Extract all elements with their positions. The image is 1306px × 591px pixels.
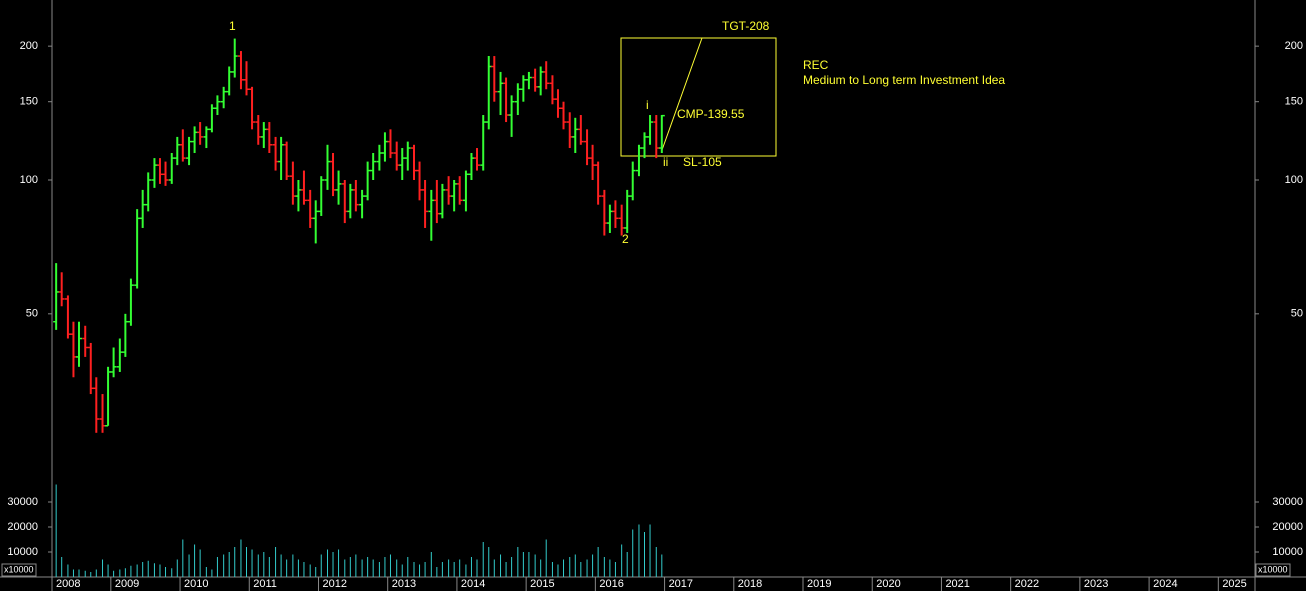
volume-tick-label: 10000 [1272, 546, 1303, 558]
unit-box [1, 563, 37, 577]
title: REC [803, 58, 829, 72]
projection-line [661, 37, 703, 151]
x-tick-label: 2011 [253, 578, 277, 590]
unit-box [1255, 563, 1291, 577]
y2-tick-label: 150 [1285, 96, 1303, 108]
target-box [620, 37, 777, 157]
annotation: ii [663, 155, 668, 169]
y2-tick-label: 200 [1285, 40, 1303, 52]
x-tick-label: 2010 [184, 578, 208, 590]
x-tick-label: 2013 [392, 578, 416, 590]
x-tick-label: 2016 [599, 578, 623, 590]
y-tick-label: 150 [20, 96, 38, 108]
subtitle: Medium to Long term Investment Idea [803, 73, 1005, 87]
x-tick-label: 2012 [322, 578, 346, 590]
x-tick-label: 2009 [115, 578, 139, 590]
volume-tick-label: 10000 [7, 546, 38, 558]
y-tick-label: 100 [20, 174, 38, 186]
x-tick-label: 2015 [530, 578, 554, 590]
y2-tick-label: 100 [1285, 174, 1303, 186]
x-tick-label: 2019 [807, 578, 831, 590]
x-tick-label: 2023 [1084, 578, 1108, 590]
x-tick-label: 2017 [669, 578, 693, 590]
x-tick-label: 2021 [945, 578, 969, 590]
x-tick-label: 2014 [461, 578, 485, 590]
x-tick-label: 2022 [1015, 578, 1039, 590]
annotation: 1 [229, 19, 236, 33]
x-tick-label: 2020 [876, 578, 900, 590]
volume-tick-label: 30000 [1272, 496, 1303, 508]
x-tick-label: 2024 [1153, 578, 1177, 590]
x-tick-label: 2018 [738, 578, 762, 590]
annotation: SL-105 [683, 155, 722, 169]
y2-tick-label: 50 [1291, 308, 1303, 320]
volume-unit: x10000 [4, 564, 34, 574]
annotation: i [646, 98, 649, 112]
annotation: TGT-208 [722, 19, 770, 33]
x-tick-label: 2008 [56, 578, 80, 590]
y-tick-label: 200 [20, 40, 38, 52]
volume-tick-label: 30000 [7, 496, 38, 508]
volume-tick-label: 20000 [7, 521, 38, 533]
annotation: CMP-139.55 [677, 107, 745, 121]
annotation: 2 [622, 232, 629, 246]
x-tick-label: 2025 [1222, 578, 1246, 590]
volume-tick-label: 20000 [1272, 521, 1303, 533]
y-tick-label: 50 [26, 308, 38, 320]
volume-unit: x10000 [1258, 564, 1288, 574]
